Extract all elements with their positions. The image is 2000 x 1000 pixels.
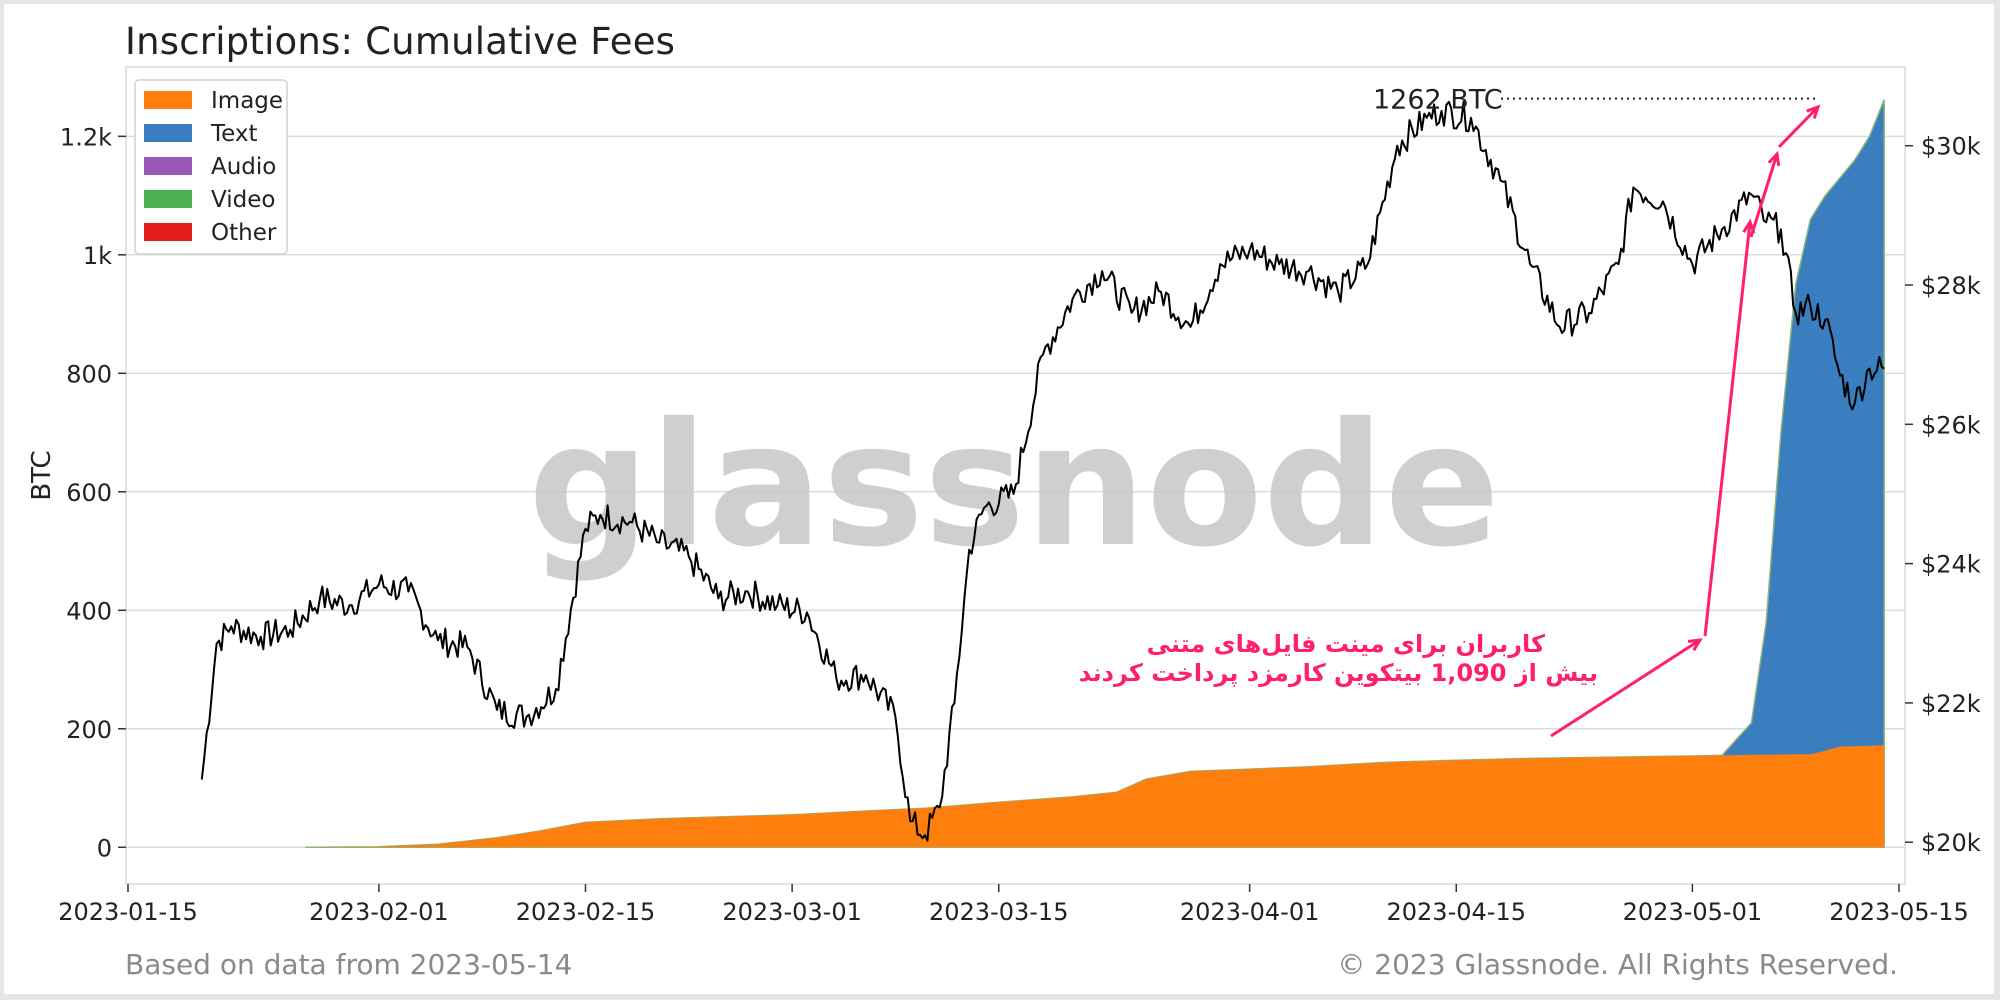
x-tick-label: 2023-05-15 xyxy=(1829,898,1968,926)
y-right-tick-label: $24k xyxy=(1921,551,1981,579)
annotation-line-2: بیش از 1,090 بیتکوین کارمزد پرداخت کردند xyxy=(1079,659,1598,687)
y-tick-label: 1.2k xyxy=(60,123,112,151)
y-right-tick-label: $30k xyxy=(1921,133,1981,161)
y-tick-label: 200 xyxy=(66,716,112,744)
annotation-arrowhead xyxy=(1767,150,1781,167)
y-axis-label: BTC xyxy=(27,450,57,500)
legend-label: Other xyxy=(211,220,277,246)
chart: glassnode 0 200 400 600 800 1k 1.2k $20k $22k $24… xyxy=(27,66,1981,926)
axes: 0 200 400 600 800 1k 1.2k $20k $22k $24k $26k $28k $… xyxy=(27,123,1981,926)
x-tick-label: 2023-02-15 xyxy=(516,898,655,926)
y-right-tick-label: $22k xyxy=(1921,690,1981,718)
y-tick-label: 600 xyxy=(66,479,112,507)
footer-copyright: © 2023 Glassnode. All Rights Reserved. xyxy=(1337,948,1898,981)
y-tick-label: 800 xyxy=(66,360,112,388)
price-series xyxy=(200,100,1885,842)
plot-area xyxy=(125,66,1906,885)
legend-label: Audio xyxy=(211,154,276,180)
annotation-arrow xyxy=(1703,221,1752,637)
annotation-arrow xyxy=(1550,638,1701,738)
legend-swatch xyxy=(144,157,192,175)
annotation-arrowhead xyxy=(1806,104,1821,119)
legend-label: Text xyxy=(210,121,258,147)
price-line xyxy=(200,100,1885,842)
legend-swatch xyxy=(144,223,192,241)
annotation-arrow xyxy=(1777,105,1820,149)
annotations: 1262 BTC کاربران برای مینت فایل‌های متنیب… xyxy=(1079,85,1821,738)
annotation-arrowhead xyxy=(1687,638,1703,652)
x-tick-label: 2023-01-15 xyxy=(58,898,197,926)
x-tick-label: 2023-02-01 xyxy=(309,898,448,926)
x-tick-label: 2023-04-01 xyxy=(1180,898,1319,926)
legend-box xyxy=(134,79,288,255)
legend-swatch xyxy=(144,124,192,142)
legend: Image Text Audio Video Other xyxy=(134,79,288,255)
image-area xyxy=(305,745,1885,848)
x-tick-label: 2023-03-15 xyxy=(929,898,1068,926)
page-title: Inscriptions: Cumulative Fees xyxy=(125,20,676,63)
peak-label: 1262 BTC xyxy=(1373,85,1503,116)
watermark: glassnode xyxy=(528,387,1500,585)
area-series xyxy=(305,99,1885,849)
annotation-arrow xyxy=(1749,153,1779,238)
y-tick-label: 400 xyxy=(66,597,112,625)
gridlines xyxy=(126,135,1905,849)
legend-label: Video xyxy=(211,187,275,213)
legend-label: Image xyxy=(211,88,283,114)
x-tick-label: 2023-04-15 xyxy=(1387,898,1526,926)
y-right-tick-label: $28k xyxy=(1921,272,1981,300)
legend-swatch xyxy=(144,190,192,208)
chart-frame: Inscriptions: Cumulative Fees glassnode … xyxy=(4,4,1994,994)
footer-data-note: Based on data from 2023-05-14 xyxy=(125,948,573,981)
annotation-line-1: کاربران برای مینت فایل‌های متنی xyxy=(1147,630,1545,658)
legend-swatch xyxy=(144,91,192,109)
y-right-tick-label: $26k xyxy=(1921,411,1981,439)
x-tick-label: 2023-05-01 xyxy=(1623,898,1762,926)
y-tick-label: 0 xyxy=(97,834,112,862)
x-tick-label: 2023-03-01 xyxy=(722,898,861,926)
y-tick-label: 1k xyxy=(83,242,112,270)
y-right-tick-label: $20k xyxy=(1921,829,1981,857)
